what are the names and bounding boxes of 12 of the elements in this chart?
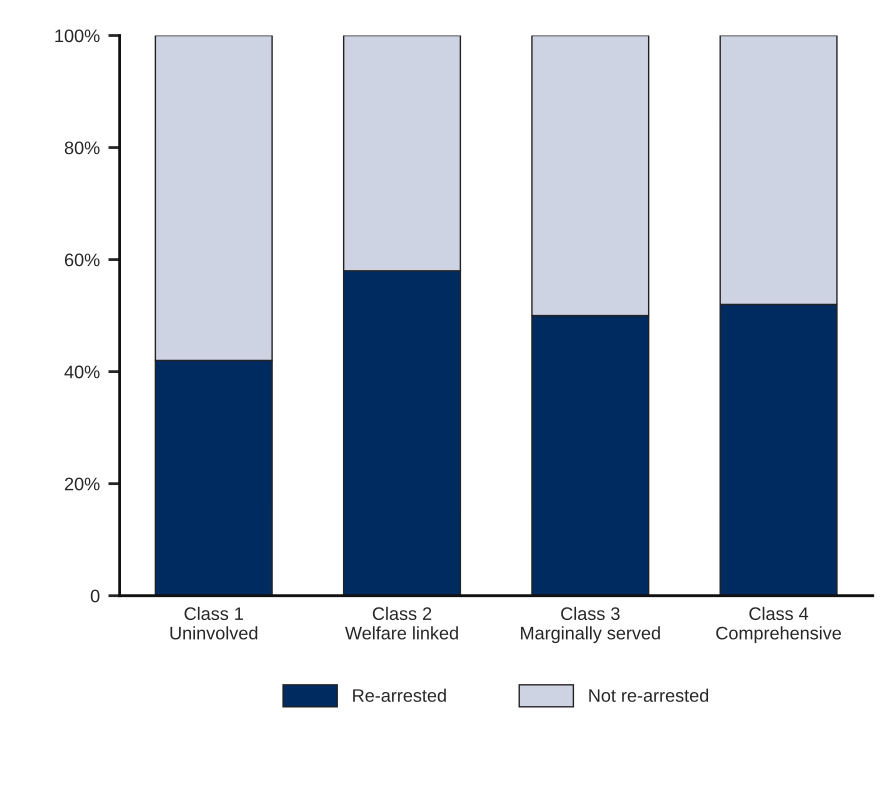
y-tick-label: 40% [64, 366, 100, 378]
x-tick-label: Class 1 Uninvolved [170, 606, 258, 640]
y-tick-label: 0 [90, 590, 100, 602]
y-tick-label: 80% [64, 141, 100, 154]
y-tick-label: 100% [55, 29, 100, 42]
x-tick-label: Class 3 Marginally served [521, 606, 660, 644]
x-tick-label: Class 2 Welfare linked [345, 606, 458, 640]
x-tick-label: Class 4 Comprehensive [716, 606, 841, 644]
y-tick-label: 20% [64, 478, 100, 490]
legend-label: Re-arrested [353, 688, 446, 702]
y-tick-label: 60% [64, 254, 100, 266]
legend-label: Not re-arrested [589, 688, 708, 702]
